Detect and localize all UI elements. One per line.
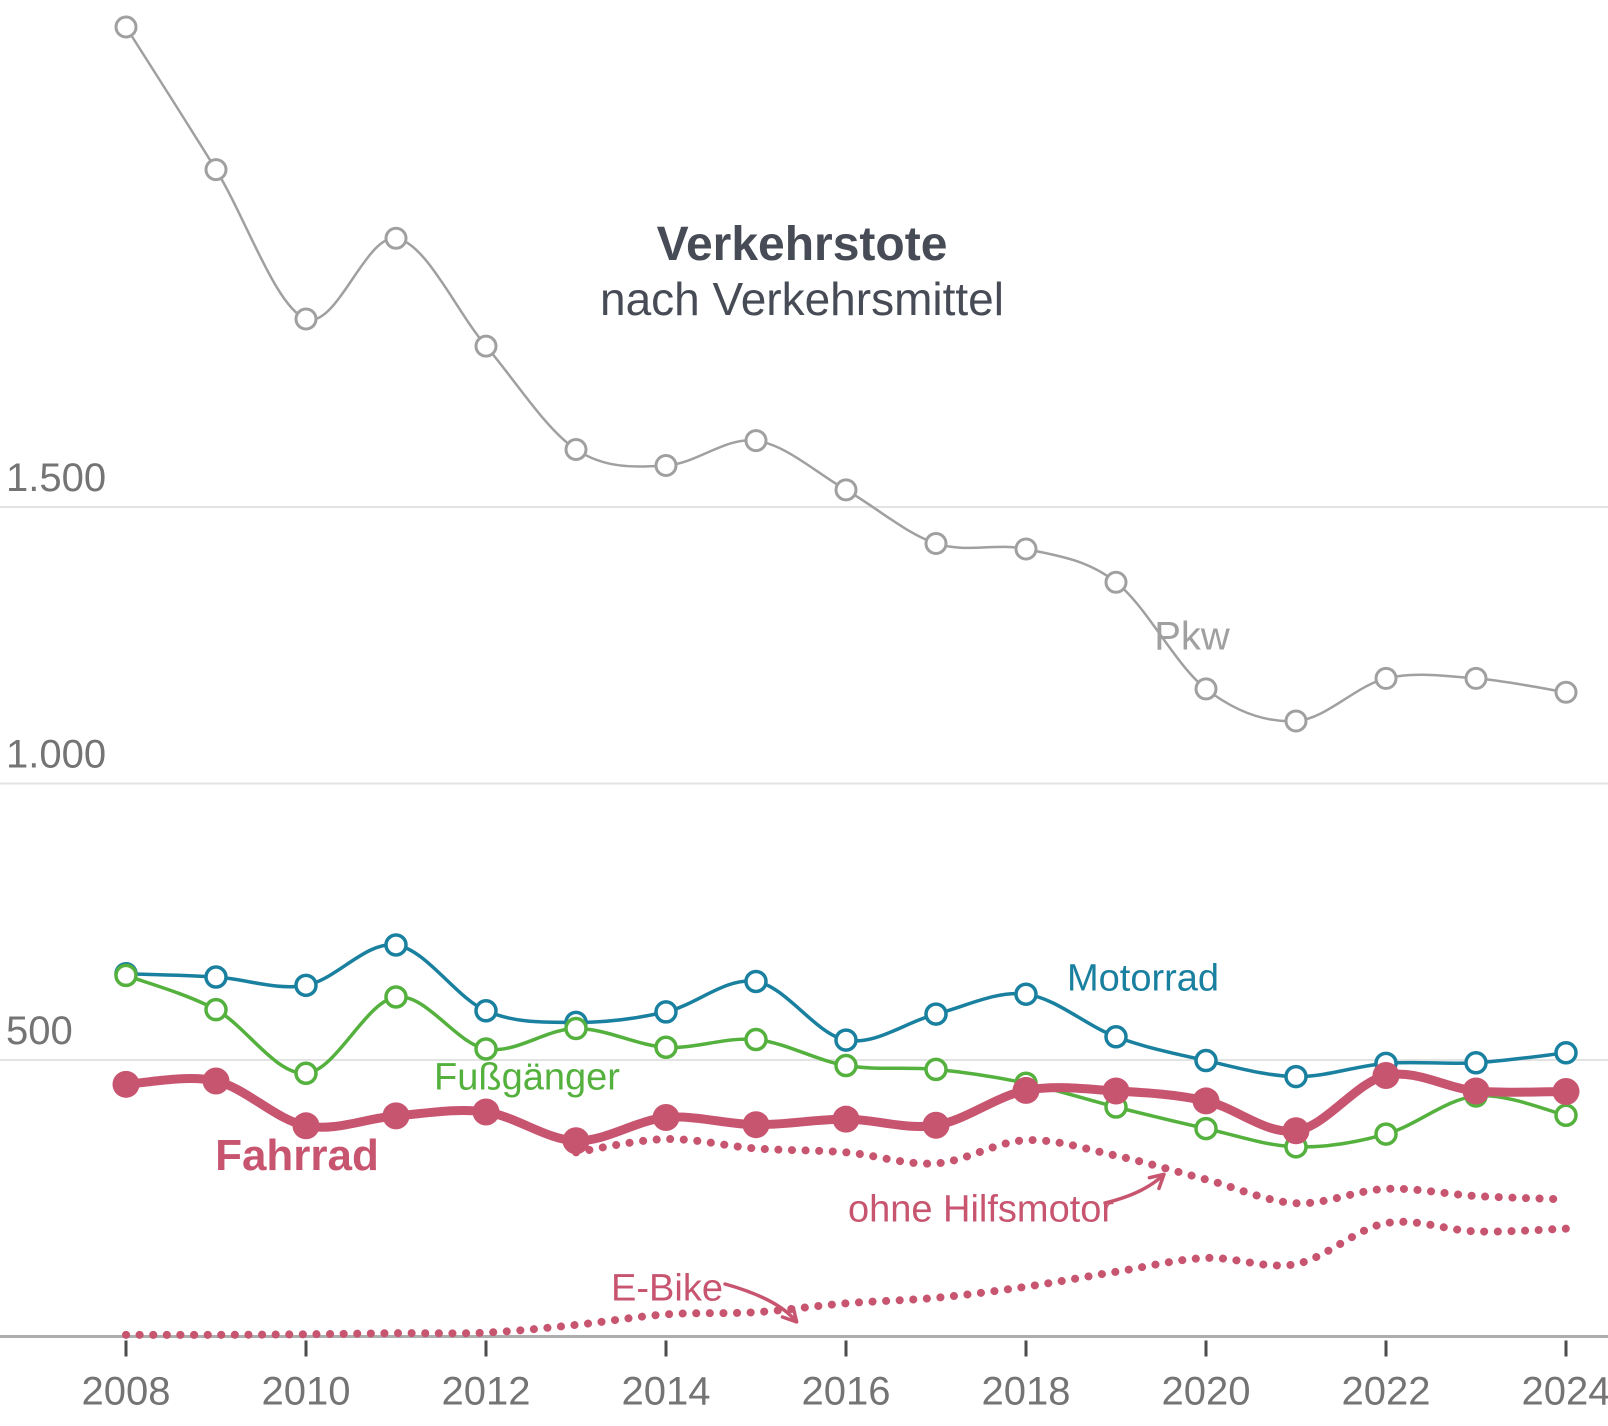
data-point-motorrad bbox=[924, 1002, 948, 1026]
data-point-pkw bbox=[1014, 537, 1038, 561]
data-point-pkw bbox=[564, 437, 588, 461]
data-point-motorrad bbox=[654, 1000, 678, 1024]
data-point-fu-g-nger bbox=[924, 1057, 948, 1082]
x-axis-label-2022: 2022 bbox=[1342, 1370, 1431, 1414]
data-point-fahrrad bbox=[1552, 1078, 1580, 1106]
data-point-fu-g-nger bbox=[744, 1027, 768, 1052]
x-axis-label-2014: 2014 bbox=[622, 1370, 711, 1414]
x-axis-label-2012: 2012 bbox=[442, 1370, 531, 1414]
x-axis-label-2010: 2010 bbox=[262, 1370, 351, 1414]
data-point-fahrrad bbox=[652, 1104, 680, 1132]
series-label-e-bike: E-Bike bbox=[611, 1267, 723, 1310]
x-axis-label-2020: 2020 bbox=[1162, 1370, 1251, 1414]
annotation-arrowhead-ohne-hilfsmotor bbox=[1147, 1172, 1166, 1191]
series-line-e-bike bbox=[122, 1217, 1570, 1339]
series-label-motorrad: Motorrad bbox=[1066, 957, 1220, 1000]
data-point-fu-g-nger bbox=[474, 1037, 498, 1061]
annotation-arrowhead-e-bike bbox=[780, 1305, 799, 1324]
x-axis-label-2024: 2024 bbox=[1522, 1370, 1608, 1414]
data-point-fahrrad bbox=[202, 1067, 230, 1095]
data-point-motorrad bbox=[744, 969, 768, 994]
data-point-fahrrad bbox=[382, 1102, 410, 1130]
series-label-ohne-hilfsmotor: ohne Hilfsmotor bbox=[847, 1188, 1115, 1231]
y-axis-label-1500: 1.500 bbox=[6, 456, 106, 500]
data-point-pkw bbox=[1284, 709, 1308, 733]
data-point-fu-g-nger bbox=[294, 1061, 318, 1086]
data-point-motorrad bbox=[204, 965, 228, 989]
data-point-fahrrad bbox=[1012, 1076, 1040, 1104]
annotation-arrow-e-bike bbox=[723, 1282, 796, 1321]
data-point-fu-g-nger bbox=[834, 1053, 858, 1078]
chart-title-line1: Verkehrstote bbox=[656, 218, 948, 271]
data-point-pkw bbox=[654, 454, 678, 478]
data-point-fu-g-nger bbox=[654, 1035, 678, 1060]
data-point-fahrrad bbox=[1282, 1117, 1310, 1145]
data-point-fahrrad bbox=[832, 1105, 860, 1133]
chart-title-line2: nach Verkehrsmittel bbox=[600, 273, 1004, 325]
data-point-fu-g-nger bbox=[1194, 1116, 1218, 1141]
y-axis-label-500: 500 bbox=[6, 1009, 73, 1053]
data-point-pkw bbox=[294, 307, 318, 331]
data-point-fu-g-nger bbox=[1374, 1122, 1398, 1146]
series-label-fussgaenger: Fußgänger bbox=[434, 1056, 620, 1099]
data-point-pkw bbox=[1194, 677, 1218, 701]
data-point-fahrrad bbox=[1192, 1087, 1220, 1115]
data-point-fu-g-nger bbox=[1554, 1103, 1578, 1128]
data-point-pkw bbox=[1104, 570, 1128, 594]
data-point-fahrrad bbox=[1462, 1077, 1490, 1105]
data-point-fu-g-nger bbox=[384, 985, 408, 1009]
data-point-motorrad bbox=[384, 933, 408, 957]
data-point-motorrad bbox=[1104, 1025, 1128, 1049]
data-point-motorrad bbox=[1284, 1064, 1308, 1089]
data-point-fu-g-nger bbox=[564, 1016, 588, 1041]
data-point-pkw bbox=[744, 429, 768, 453]
data-point-fahrrad bbox=[1372, 1061, 1400, 1089]
series-line-pkw bbox=[124, 25, 1568, 723]
data-point-fu-g-nger bbox=[204, 997, 228, 1022]
data-point-pkw bbox=[384, 226, 408, 250]
data-point-fahrrad bbox=[742, 1111, 770, 1139]
data-point-fu-g-nger bbox=[114, 963, 138, 988]
data-point-motorrad bbox=[834, 1028, 858, 1052]
data-point-fahrrad bbox=[292, 1112, 320, 1140]
data-point-pkw bbox=[1554, 680, 1578, 704]
data-point-fahrrad bbox=[112, 1070, 140, 1098]
data-point-motorrad bbox=[294, 973, 318, 998]
data-point-fahrrad bbox=[922, 1111, 950, 1139]
data-point-pkw bbox=[924, 531, 948, 555]
x-axis-label-2008: 2008 bbox=[82, 1370, 171, 1414]
data-point-motorrad bbox=[1014, 982, 1038, 1006]
data-point-fahrrad bbox=[1102, 1077, 1130, 1105]
series-line-ohne-hilfsmotor bbox=[572, 1135, 1570, 1208]
data-point-motorrad bbox=[1464, 1051, 1488, 1075]
y-axis-label-1000: 1.000 bbox=[6, 733, 106, 777]
data-point-pkw bbox=[834, 478, 858, 502]
data-point-pkw bbox=[474, 334, 498, 358]
data-point-fahrrad bbox=[472, 1098, 500, 1126]
data-point-fahrrad bbox=[562, 1127, 590, 1155]
data-point-pkw bbox=[1464, 666, 1488, 690]
series-label-pkw: Pkw bbox=[1154, 614, 1230, 659]
data-point-pkw bbox=[114, 15, 138, 39]
data-point-pkw bbox=[204, 158, 228, 182]
x-axis-label-2016: 2016 bbox=[802, 1370, 891, 1414]
x-axis-label-2018: 2018 bbox=[982, 1370, 1071, 1414]
data-point-motorrad bbox=[1194, 1048, 1218, 1073]
annotation-arrow-ohne-hilfsmotor bbox=[1103, 1175, 1163, 1205]
data-point-motorrad bbox=[474, 999, 498, 1023]
series-label-fahrrad: Fahrrad bbox=[215, 1131, 379, 1180]
data-point-motorrad bbox=[1554, 1041, 1578, 1065]
data-point-pkw bbox=[1374, 666, 1398, 690]
chart-title: Verkehrstote nach Verkehrsmittel bbox=[600, 218, 1004, 326]
